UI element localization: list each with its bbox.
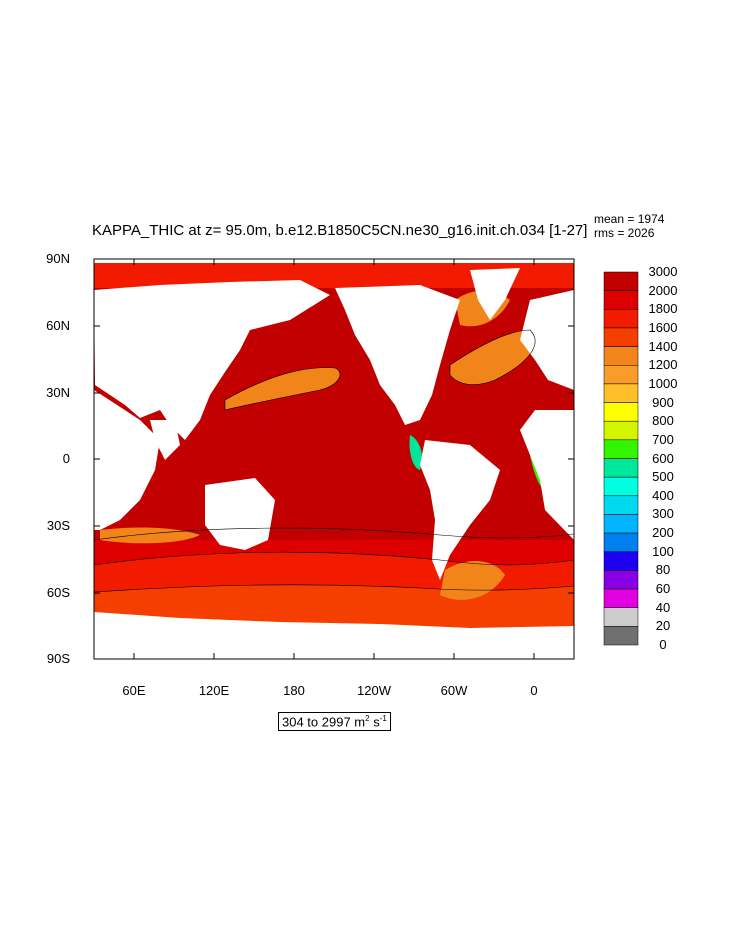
colorbar-label: 900 — [652, 394, 674, 410]
colorbar-label: 200 — [652, 525, 674, 541]
colorbar-label: 1800 — [648, 301, 678, 317]
north-atlantic-gyre — [450, 330, 536, 385]
colorbar-label: 1000 — [648, 375, 678, 391]
colorbar-label: 100 — [652, 543, 674, 559]
europe — [520, 290, 574, 390]
colorbar-label: 400 — [652, 487, 674, 503]
colorbar-box — [603, 309, 639, 329]
lon-label-0: 0 — [530, 683, 538, 698]
colorbar-box — [603, 532, 639, 552]
colorbar-box — [603, 476, 639, 497]
colorbar-label: 80 — [655, 562, 671, 578]
colorbar-box — [603, 383, 639, 403]
colorbar-label: 300 — [652, 506, 674, 522]
lat-label-30s: 30S — [46, 518, 70, 533]
range-sup-2: -1 — [379, 714, 387, 723]
greenland — [470, 268, 520, 320]
colorbar-label: 1200 — [648, 357, 678, 373]
colorbar-box — [603, 327, 639, 347]
lat-label-60n: 60N — [46, 318, 70, 333]
arctic-cap — [94, 259, 574, 263]
lat-label-90s: 90S — [46, 651, 70, 666]
lat-label-90n: 90N — [46, 251, 70, 266]
colorbar-label: 20 — [655, 618, 671, 634]
east-pacific-green — [409, 435, 422, 470]
lon-label-180: 180 — [283, 683, 305, 698]
colorbar-box — [603, 514, 639, 534]
colorbar-box — [603, 626, 639, 646]
colorbar-box — [603, 439, 639, 459]
colorbar-label: 40 — [655, 599, 671, 615]
south-america — [420, 440, 500, 580]
colorbar-box — [603, 290, 639, 310]
antarctica — [94, 612, 574, 659]
colorbar-label: 800 — [652, 413, 674, 429]
australia — [205, 478, 275, 550]
lon-label-60e: 60E — [122, 683, 146, 698]
plot-stats: mean = 1974 rms = 2026 — [594, 212, 664, 240]
range-sup-1: 2 — [365, 714, 370, 723]
lat-label-60s: 60S — [46, 585, 70, 600]
lon-label-120e: 120E — [198, 683, 230, 698]
north-pacific-gyre — [225, 367, 340, 410]
value-range-box: 304 to 2997 m2 s-1 — [278, 712, 391, 732]
lon-label-60w: 60W — [440, 683, 468, 698]
colorbar-label: 500 — [652, 469, 674, 485]
colorbar-box — [603, 271, 639, 291]
rms-value: rms = 2026 — [594, 226, 655, 240]
colorbar-box — [603, 588, 639, 608]
range-prefix: 304 to 2997 m — [282, 714, 366, 730]
plot-title: KAPPA_THIC at z= 95.0m, b.e12.B1850C5CN.… — [92, 222, 588, 239]
colorbar-label: 1400 — [648, 338, 678, 354]
contour-lines — [94, 329, 574, 593]
colorbar-box — [603, 458, 639, 478]
colorbar-label: 3000 — [648, 264, 678, 279]
colorbar — [603, 271, 639, 646]
colorbar-box — [603, 420, 639, 441]
mean-value: mean = 1974 — [594, 212, 665, 226]
colorbar-label: 700 — [652, 431, 674, 447]
colorbar-box — [603, 365, 639, 385]
colorbar-box — [603, 570, 639, 590]
colorbar-box — [603, 346, 639, 366]
lat-label-eq: 0 — [62, 451, 70, 466]
lat-ticks — [94, 258, 574, 660]
north-america — [335, 285, 460, 425]
colorbar-label: 2000 — [648, 282, 678, 298]
colorbar-label: 1600 — [648, 319, 678, 335]
eurasia — [94, 280, 330, 440]
colorbar-box — [603, 607, 639, 627]
colorbar-label: 0 — [659, 637, 667, 652]
land-masses — [94, 259, 574, 659]
colorbar-box — [603, 551, 639, 571]
lon-label-120w: 120W — [357, 683, 391, 698]
lon-ticks — [133, 259, 535, 659]
lat-label-30n: 30N — [46, 385, 70, 400]
india — [150, 420, 180, 460]
colorbar-box — [603, 402, 639, 422]
colorbar-label: 60 — [655, 581, 671, 597]
colorbar-label: 600 — [652, 450, 674, 466]
colorbar-box — [603, 495, 639, 515]
range-mid: s — [369, 714, 380, 730]
